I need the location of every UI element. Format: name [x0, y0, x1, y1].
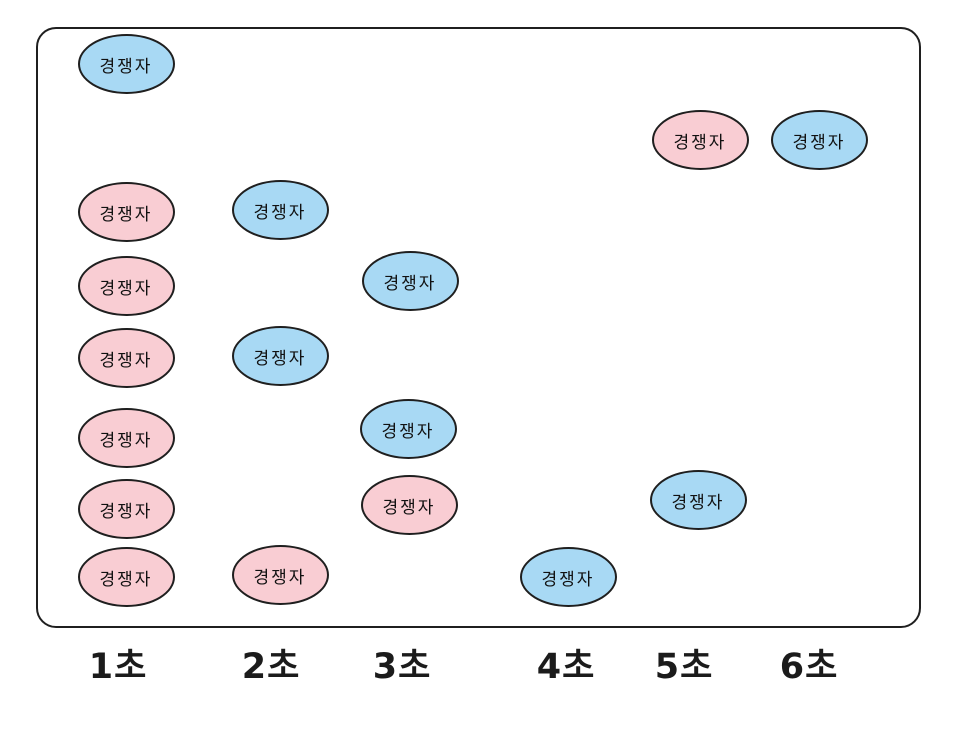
competitor-node-pink: 경쟁자 [231, 545, 329, 605]
competitor-node-blue: 경쟁자 [77, 34, 175, 94]
competitor-node-blue: 경쟁자 [770, 110, 868, 170]
competitor-board [36, 27, 921, 628]
time-axis-label-4: 4초 [536, 647, 596, 687]
time-axis-label-1: 1초 [88, 647, 148, 687]
competitor-node-pink: 경쟁자 [77, 256, 175, 316]
competitor-node-pink: 경쟁자 [77, 182, 175, 242]
competitor-node-blue: 경쟁자 [649, 470, 747, 530]
competitor-node-blue: 경쟁자 [361, 251, 459, 311]
competitor-node-pink: 경쟁자 [77, 328, 175, 388]
competitor-node-pink: 경쟁자 [77, 479, 175, 539]
competitor-node-blue: 경쟁자 [519, 547, 617, 607]
time-axis-label-5: 5초 [654, 647, 714, 687]
time-axis-label-6: 6초 [779, 647, 839, 687]
competitor-node-blue: 경쟁자 [231, 180, 329, 240]
competitor-node-pink: 경쟁자 [360, 475, 458, 535]
competitor-node-blue: 경쟁자 [359, 399, 457, 459]
competitor-node-pink: 경쟁자 [77, 547, 175, 607]
time-axis-label-3: 3초 [372, 647, 432, 687]
competitor-node-blue: 경쟁자 [231, 326, 329, 386]
time-axis-label-2: 2초 [241, 647, 301, 687]
time-axis: 1초 2초 3초 4초 5초 6초 [0, 638, 972, 694]
competitor-node-pink: 경쟁자 [77, 408, 175, 468]
competitor-node-pink: 경쟁자 [651, 110, 749, 170]
